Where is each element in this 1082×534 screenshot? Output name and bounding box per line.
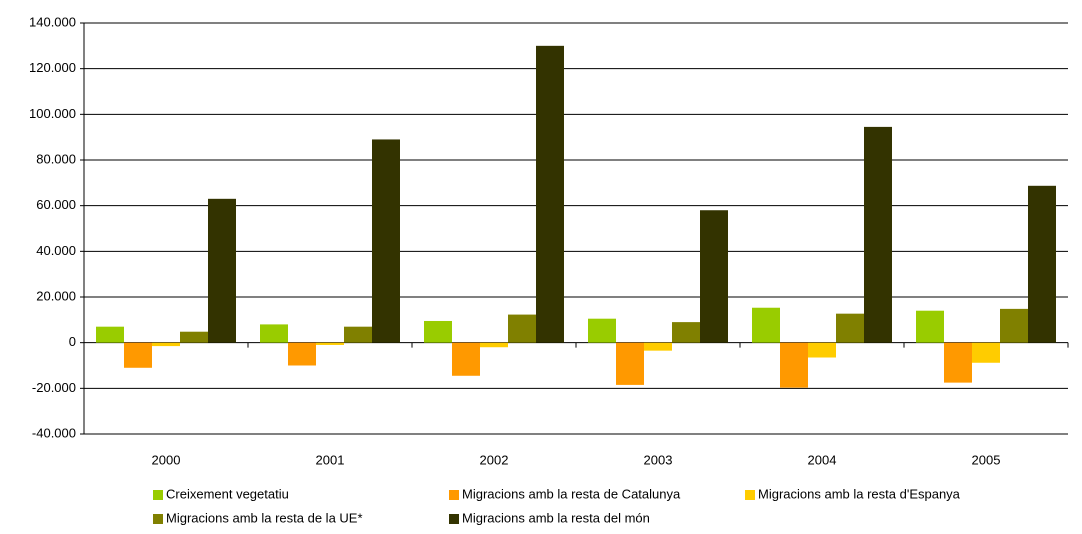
- legend-swatch: [449, 490, 459, 500]
- y-tick-label: -20.000: [32, 380, 76, 395]
- legend-swatch: [153, 514, 163, 524]
- bar: [1028, 185, 1056, 343]
- bar: [700, 210, 728, 343]
- bar: [180, 331, 208, 343]
- bar: [208, 198, 236, 343]
- y-tick-label: 140.000: [29, 14, 76, 29]
- legend-label: Creixement vegetatiu: [166, 486, 289, 501]
- y-tick-label: -40.000: [32, 425, 76, 440]
- x-tick-label: 2000: [152, 452, 181, 467]
- bar: [316, 342, 344, 345]
- bar: [672, 322, 700, 343]
- bar: [864, 126, 892, 343]
- bar: [452, 342, 480, 376]
- y-tick-label: 80.000: [36, 151, 76, 166]
- bar: [344, 326, 372, 343]
- bar: [780, 342, 808, 388]
- x-tick-label: 2003: [644, 452, 673, 467]
- x-tick-label: 2005: [972, 452, 1001, 467]
- legend-swatch: [745, 490, 755, 500]
- bar: [288, 342, 316, 366]
- bar: [808, 342, 836, 358]
- bar: [944, 342, 972, 383]
- bar: [588, 318, 616, 343]
- legend-label: Migracions amb la resta de Catalunya: [462, 486, 681, 501]
- bar: [124, 342, 152, 368]
- bar: [644, 342, 672, 351]
- legend-swatch: [449, 514, 459, 524]
- bar: [836, 313, 864, 343]
- bar: [752, 307, 780, 343]
- y-tick-label: 120.000: [29, 60, 76, 75]
- bar: [152, 342, 180, 347]
- y-tick-label: 0: [69, 334, 76, 349]
- legend-label: Migracions amb la resta de la UE*: [166, 510, 363, 525]
- y-tick-label: 20.000: [36, 288, 76, 303]
- legend-label: Migracions amb la resta d'Espanya: [758, 486, 961, 501]
- bar: [1000, 308, 1028, 343]
- bar: [616, 342, 644, 385]
- bar: [424, 320, 452, 343]
- x-tick-label: 2004: [808, 452, 837, 467]
- bar: [372, 139, 400, 343]
- bar: [480, 342, 508, 348]
- legend-label: Migracions amb la resta del món: [462, 510, 650, 525]
- y-tick-label: 60.000: [36, 197, 76, 212]
- bar: [916, 310, 944, 343]
- bar: [96, 326, 124, 343]
- y-tick-label: 100.000: [29, 106, 76, 121]
- bar: [260, 324, 288, 343]
- bar: [508, 314, 536, 343]
- y-tick-label: 40.000: [36, 243, 76, 258]
- legend-swatch: [153, 490, 163, 500]
- bar: [972, 342, 1000, 363]
- bar: [536, 45, 564, 343]
- x-tick-label: 2001: [316, 452, 345, 467]
- x-tick-label: 2002: [480, 452, 509, 467]
